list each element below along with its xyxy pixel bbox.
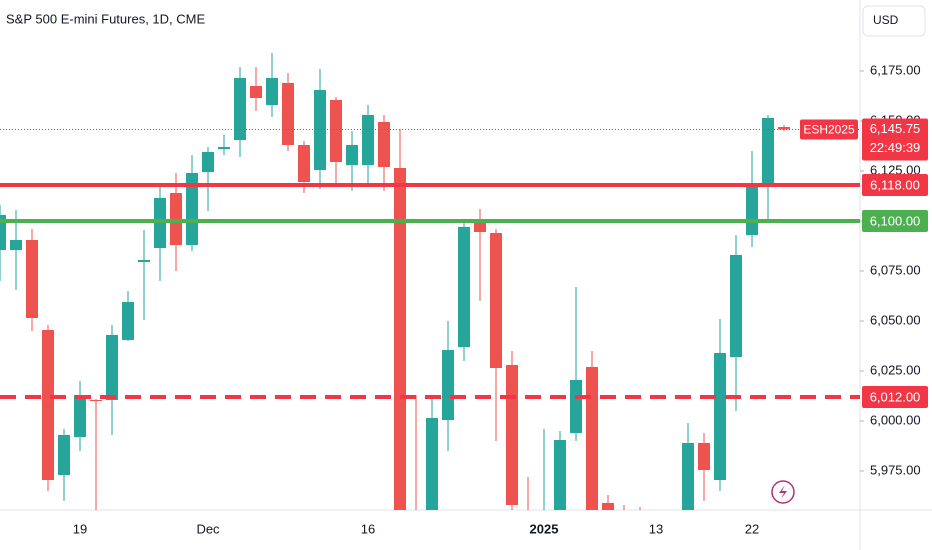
candle-body bbox=[474, 222, 486, 232]
candle-body bbox=[346, 145, 358, 165]
x-tick-label: 13 bbox=[649, 521, 663, 536]
candle-body bbox=[42, 330, 54, 480]
currency-box[interactable] bbox=[862, 5, 926, 37]
y-tick-label: 5,975.00 bbox=[870, 462, 921, 477]
x-tick-label: 2025 bbox=[530, 521, 559, 536]
candle-body bbox=[282, 83, 294, 145]
x-tick-label: 22 bbox=[745, 521, 759, 536]
countdown-label: 22:49:39 bbox=[870, 140, 921, 155]
candle-body bbox=[506, 365, 518, 505]
y-tick-label: 6,000.00 bbox=[870, 412, 921, 427]
level-label-box bbox=[862, 210, 928, 232]
candle-body bbox=[250, 86, 262, 98]
plot bbox=[0, 53, 860, 531]
level-label: 6,100.00 bbox=[870, 213, 921, 228]
candle-body bbox=[186, 173, 198, 245]
candle-body bbox=[314, 90, 326, 170]
candle-body bbox=[90, 400, 102, 401]
candle-body bbox=[618, 511, 630, 521]
candle-body bbox=[666, 517, 678, 525]
candle-body bbox=[410, 521, 422, 531]
candle-body bbox=[26, 240, 38, 318]
candle-body bbox=[58, 435, 70, 475]
candle-body bbox=[106, 335, 118, 400]
candle-body bbox=[298, 145, 310, 182]
last-price-label: 6,145.75 bbox=[870, 121, 921, 136]
candle-body bbox=[602, 503, 614, 510]
flash-icon[interactable] bbox=[771, 480, 795, 504]
y-tick-label: 6,125.00 bbox=[870, 162, 921, 177]
candle-body bbox=[0, 215, 6, 250]
candle-body bbox=[730, 255, 742, 357]
x-tick-label: Dec bbox=[196, 521, 220, 536]
candle-body bbox=[682, 443, 694, 510]
candle-body bbox=[362, 115, 374, 165]
candle-body bbox=[74, 395, 86, 437]
candle-body bbox=[234, 78, 246, 140]
candle-body bbox=[218, 147, 230, 149]
x-tick-label: 19 bbox=[73, 521, 87, 536]
candle-body bbox=[10, 240, 22, 250]
x-tick-label: 16 bbox=[361, 521, 375, 536]
candle-body bbox=[570, 380, 582, 433]
chart-title: S&P 500 E-mini Futures, 1D, CME bbox=[6, 11, 205, 26]
candle-body bbox=[698, 443, 710, 470]
candle-body bbox=[778, 127, 790, 130]
candle-body bbox=[458, 227, 470, 347]
candle-body bbox=[394, 168, 406, 510]
candle-body bbox=[330, 100, 342, 162]
candle-body bbox=[426, 418, 438, 510]
candle-body bbox=[202, 152, 214, 172]
candle-body bbox=[490, 233, 502, 368]
level-label-box bbox=[862, 174, 928, 196]
level-label: 6,118.00 bbox=[870, 177, 920, 192]
candle-body bbox=[714, 353, 726, 480]
candle-body bbox=[122, 302, 134, 340]
last-price-box bbox=[862, 118, 928, 161]
y-tick-label: 6,025.00 bbox=[870, 362, 921, 377]
currency: USD bbox=[873, 13, 899, 27]
candle-body bbox=[554, 440, 566, 510]
candle-body bbox=[138, 260, 150, 262]
y-tick-label: 6,075.00 bbox=[870, 262, 921, 277]
candle-body bbox=[378, 122, 390, 167]
candle-body bbox=[266, 78, 278, 105]
candle-body bbox=[746, 183, 758, 235]
candle-body bbox=[442, 350, 454, 420]
y-tick-label: 6,050.00 bbox=[870, 312, 921, 327]
symbol-box bbox=[800, 119, 858, 140]
candle-body bbox=[634, 513, 646, 521]
symbol-label: ESH2025 bbox=[803, 123, 855, 137]
level-label: 6,012.00 bbox=[870, 389, 921, 404]
candle-body bbox=[762, 118, 774, 183]
candle-body bbox=[586, 367, 598, 510]
level-label-box bbox=[862, 386, 928, 408]
y-tick-label: 6,175.00 bbox=[870, 62, 921, 77]
